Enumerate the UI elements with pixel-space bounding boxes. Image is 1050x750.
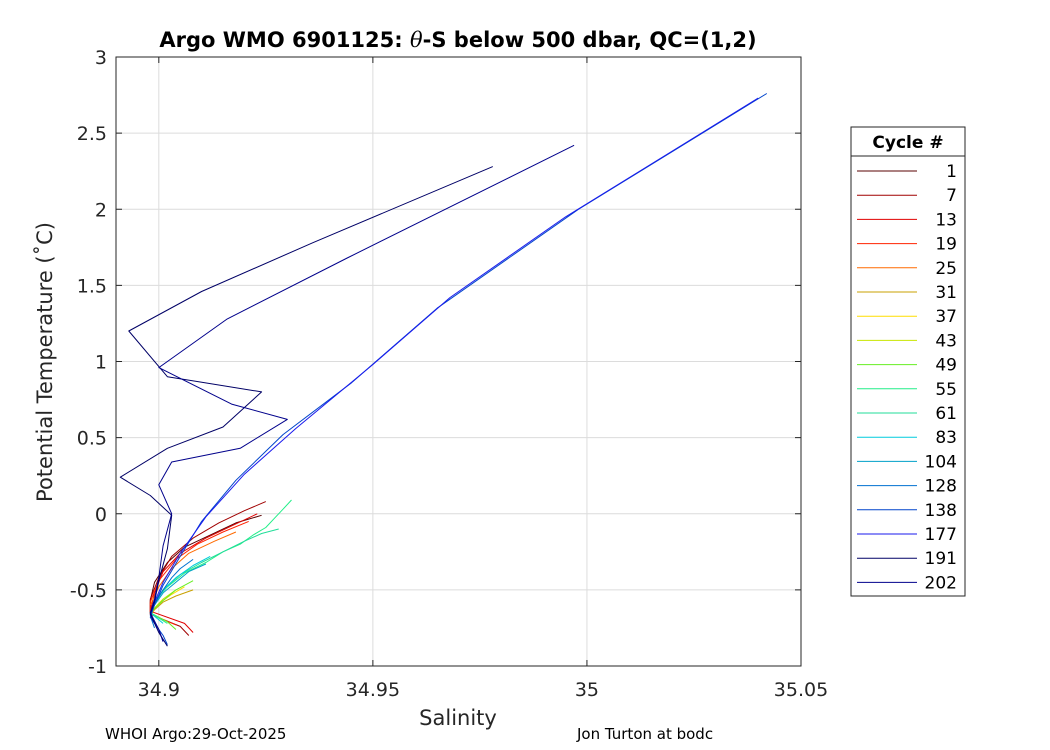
legend-label: 49 (935, 356, 957, 376)
series-line-cycle-202 (149, 144, 575, 642)
legend-label: 177 (925, 525, 957, 545)
footer-right: Jon Turton at bodc (577, 725, 714, 743)
chart-title-theta: θ (410, 28, 423, 52)
series-line-cycle-61 (149, 528, 279, 615)
legend-box (850, 126, 966, 597)
x-tick-label: 34.9 (138, 679, 180, 701)
y-tick-label: 2.5 (77, 123, 107, 145)
legend-label: 55 (935, 380, 957, 400)
y-tick-label: 0 (95, 504, 107, 526)
y-tick-label: 1 (95, 352, 107, 374)
y-tick-label: 0.5 (77, 428, 107, 450)
legend-label: 7 (946, 186, 957, 206)
legend-label: 1 (946, 162, 957, 182)
legend-label: 104 (925, 452, 957, 472)
y-tick-label: -1 (88, 656, 107, 678)
legend-items: 1 7 13 19 25 31 37 43 49 55 61 83 104 128 138 177 191 202 (857, 162, 957, 593)
y-tick-label: 2 (95, 199, 107, 221)
y-axis-label: Potential Temperature (˚C) (33, 222, 57, 502)
legend-label: 43 (935, 331, 957, 351)
legend-label: 202 (925, 573, 957, 593)
grid-lines (116, 57, 801, 666)
data-series (119, 93, 768, 647)
legend-label: 191 (925, 549, 957, 569)
legend-label: 37 (935, 307, 957, 327)
chart-title: Argo WMO 6901125: θ-S below 500 dbar, QC… (159, 28, 756, 52)
legend-label: 31 (935, 283, 957, 303)
legend-title: Cycle # (872, 133, 943, 153)
series-line-cycle-31 (149, 589, 194, 617)
y-tick-label: 3 (95, 47, 107, 69)
y-tick-label: -0.5 (70, 580, 107, 602)
axis-ticks: 34.9 34.95 35 35.05 -1 -0.5 0 0.5 1 1.5 2 2.5 3 (70, 47, 828, 701)
legend: Cycle # 17131925313743495561831041281381… (850, 126, 966, 597)
legend-label: 138 (925, 501, 957, 521)
x-tick-label: 35.05 (774, 679, 828, 701)
chart-title-prefix: Argo WMO 6901125: (159, 28, 410, 52)
legend-label: 19 (935, 235, 957, 255)
legend-label: 25 (935, 259, 957, 279)
series-line-cycle-49 (149, 580, 194, 630)
y-tick-label: 1.5 (77, 275, 107, 297)
series-line-cycle-13 (149, 513, 258, 633)
footer-left: WHOI Argo:29-Oct-2025 (105, 725, 287, 743)
legend-label: 83 (935, 428, 957, 448)
legend-label: 13 (935, 210, 957, 230)
series-line-cycle-191 (119, 166, 493, 647)
legend-label: 61 (935, 404, 957, 424)
x-tick-label: 34.95 (346, 679, 400, 701)
x-axis-label: Salinity (419, 706, 497, 730)
legend-label: 128 (925, 477, 957, 497)
chart-title-suffix: -S below 500 dbar, QC=(1,2) (423, 28, 757, 52)
x-tick-label: 35 (575, 679, 599, 701)
